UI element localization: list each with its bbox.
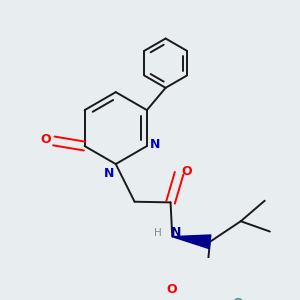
Text: O: O <box>232 297 243 300</box>
Text: O: O <box>40 133 51 146</box>
Text: O: O <box>167 283 177 296</box>
Text: N: N <box>170 226 181 239</box>
Text: H: H <box>154 227 162 238</box>
Text: N: N <box>150 138 160 151</box>
Text: N: N <box>104 167 114 181</box>
Polygon shape <box>172 235 211 249</box>
Text: O: O <box>182 165 193 178</box>
